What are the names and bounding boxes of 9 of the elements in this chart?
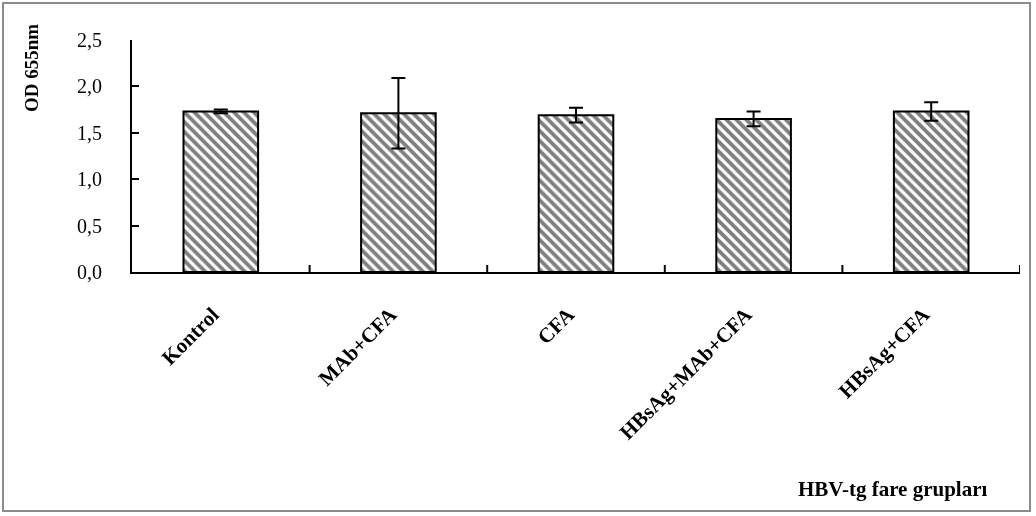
y-axis-title: OD 655nm xyxy=(21,23,42,112)
text: HBV-tg fare grupları xyxy=(798,477,988,501)
x-tick-label: CFA xyxy=(532,302,580,350)
y-tick-label: 2,5 xyxy=(77,29,102,51)
y-tick-label: 1,5 xyxy=(77,121,102,144)
y-tick-label: 2,0 xyxy=(77,75,102,98)
y-tick-label: 0,0 xyxy=(77,261,102,283)
y-tick-label: 1,0 xyxy=(77,168,102,191)
y-tick-label: 0,5 xyxy=(77,214,102,237)
